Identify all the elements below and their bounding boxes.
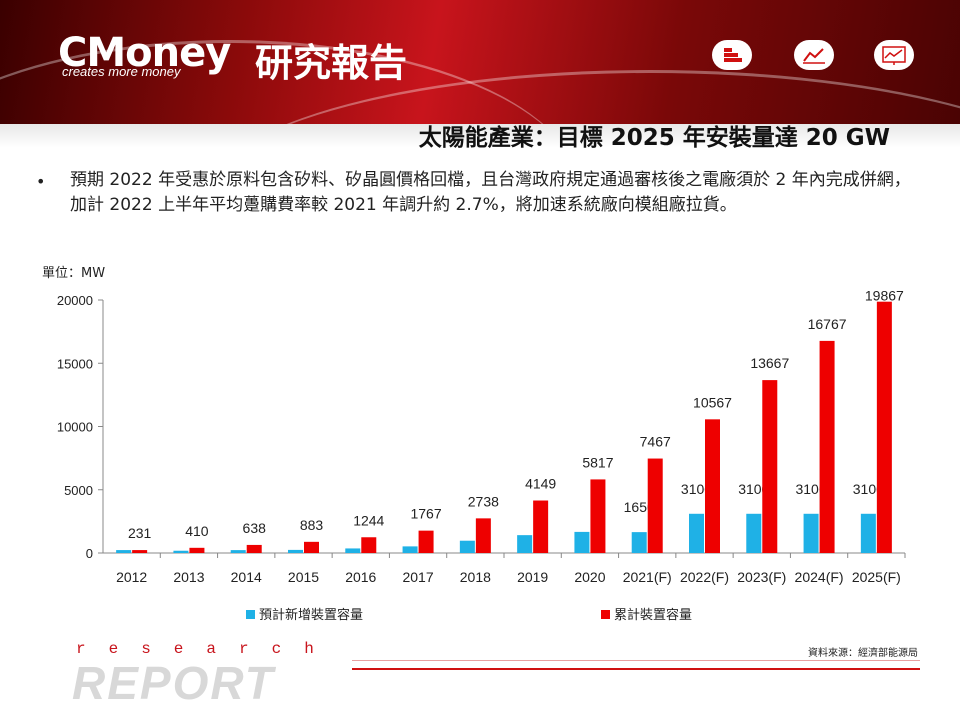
data-label: 13667 [750,355,789,371]
brand-logo-cn: 研究報告 [255,41,408,85]
bar [705,419,720,553]
bar [860,513,876,553]
bar [762,380,778,553]
bar [230,550,246,553]
bar [116,550,132,553]
legend-label: 預計新增裝置容量 [259,608,364,623]
bar [246,544,262,553]
data-label: 3100 [853,481,884,497]
data-label: 3100 [795,481,826,497]
bar [304,541,319,553]
data-label: 19867 [865,288,904,304]
brand-tagline: creates more money [62,64,181,79]
bar [876,301,892,553]
data-label: 3100 [681,481,712,497]
footer-divider [352,668,920,670]
bar-chart: 0 5000 10000 15000 20000 2012 2013 2014 2015 2016… [57,288,906,585]
y-tick-label: 0 [86,546,93,561]
bar [345,548,361,553]
data-label: 883 [300,517,324,533]
bar [402,546,418,553]
data-label: 7467 [640,434,671,450]
bar-list-icon[interactable] [712,40,752,70]
bar [173,550,189,553]
data-label: 10567 [693,394,732,410]
y-tick-label: 20000 [57,293,93,308]
y-tick-label: 5000 [64,483,93,498]
header-banner: CMoney 研究報告 creates more money [0,0,960,125]
unit-label: 單位：MW [42,266,106,281]
bar [590,479,606,553]
bar [819,340,835,553]
bar [132,550,148,553]
bar [459,540,475,553]
data-label: 638 [243,520,267,536]
data-label: 4149 [525,476,556,492]
y-tick-label: 15000 [57,356,93,371]
legend-swatch [246,610,255,619]
x-tick-label: 2018 [460,569,491,585]
footer-research: research [76,640,337,658]
legend-swatch [601,610,610,619]
x-tick-label: 2023(F) [737,569,786,585]
x-tick-label: 2024(F) [795,569,844,585]
x-tick-label: 2014 [231,569,262,585]
data-label: 1767 [410,506,441,522]
bullet-dot: • [36,172,46,191]
bar [631,532,647,553]
x-tick-label: 2025(F) [852,569,901,585]
bar [647,458,663,553]
source-note: 資料來源：經濟部能源局 [808,648,918,659]
x-tick-label: 2016 [345,569,376,585]
bar [288,549,303,553]
x-tick-label: 2020 [574,569,605,585]
y-tick-label: 10000 [57,420,93,435]
data-label: 1244 [353,512,384,528]
brand-logo: CMoney [58,30,231,76]
bar [746,513,762,553]
bar [574,531,590,553]
footer-divider [352,660,920,661]
line-chart-icon[interactable] [794,40,834,70]
x-tick-label: 2015 [288,569,319,585]
legend-item-cumulative: 累計裝置容量 [601,604,692,623]
data-label: 1650 [624,499,655,515]
x-tick-label: 2021(F) [623,569,672,585]
x-tick-label: 2022(F) [680,569,729,585]
data-label: 410 [185,523,209,539]
bar [361,537,377,553]
bar [517,535,533,553]
bullet-text: 預期 2022 年受惠於原料包含矽料、矽晶圓價格回檔，且台灣政府規定通過審核後之… [70,170,911,215]
data-label: 5817 [582,454,613,470]
x-tick-label: 2013 [173,569,204,585]
slide-title: 太陽能產業：目標 2025 年安裝量達 20 GW [418,125,890,151]
x-tick-label: 2019 [517,569,548,585]
data-label: 16767 [808,316,847,332]
bar [475,518,491,553]
legend-label: 累計裝置容量 [614,608,693,623]
bar [189,547,205,553]
footer-report: REPORT [72,657,275,709]
bar [418,530,434,553]
x-tick-label: 2012 [116,569,147,585]
legend-item-new: 預計新增裝置容量 [246,604,363,623]
bar [689,513,704,553]
data-label: 3100 [738,481,769,497]
banner-swoosh [200,70,960,125]
bar [803,513,819,553]
bar [533,500,549,553]
banner-swoosh [0,40,580,125]
title-bar [0,124,960,148]
monitor-chart-icon[interactable] [874,40,914,70]
data-label: 231 [128,525,152,541]
x-tick-label: 2017 [402,569,433,585]
data-label: 2738 [468,493,499,509]
